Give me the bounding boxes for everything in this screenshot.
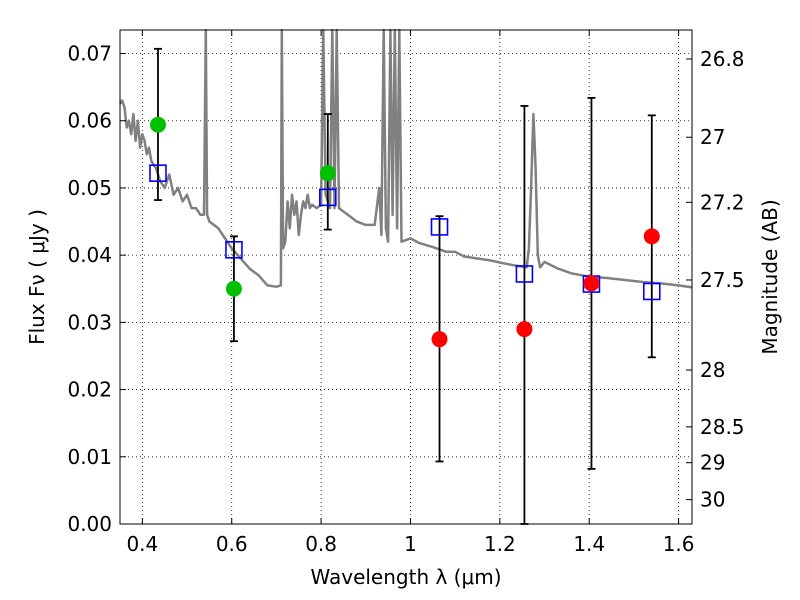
magnitude-tick-label: 28.5 [700, 415, 745, 439]
y-tick-label: 0.06 [67, 109, 112, 133]
x-tick-label: 0.4 [126, 532, 158, 556]
y-tick-label: 0.00 [67, 512, 112, 536]
data-point [149, 116, 166, 133]
model-square [430, 218, 449, 236]
y-tick-label: 0.04 [67, 243, 112, 267]
data-points [149, 116, 660, 348]
model-square [318, 188, 337, 207]
data-point [643, 228, 660, 245]
model-spectrum-line [118, 28, 693, 289]
tick-labels: 0.4 0.6 0.8 1 1.2 1.4 1.6 0.00 0.01 0.02 0.03 0.04 0… [67, 42, 744, 556]
magnitude-tick-label: 27.2 [700, 190, 745, 214]
model-square [515, 265, 534, 283]
model-square [149, 164, 167, 182]
magnitude-tick-label: 28 [700, 358, 725, 382]
magnitude-tick-label: 30 [700, 488, 725, 512]
data-point [516, 321, 533, 338]
x-tick-label: 0.8 [305, 532, 337, 556]
data-point [583, 275, 600, 292]
data-point [225, 280, 242, 297]
data-point [431, 331, 448, 348]
data-point [319, 165, 336, 182]
y-axis-label: Flux Fν ( μJy ) [25, 209, 49, 345]
y-tick-label: 0.05 [67, 176, 112, 200]
x-tick-label: 1.2 [484, 532, 516, 556]
model-square [642, 282, 661, 301]
magnitude-tick-label: 29 [700, 451, 725, 475]
magnitude-tick-label: 27.5 [700, 268, 745, 292]
magnitude-axis-label: Magnitude (AB) [758, 199, 782, 354]
x-tick-label: 1.4 [573, 532, 605, 556]
x-axis-label: Wavelength λ (μm) [310, 565, 501, 589]
plot-frame [119, 29, 693, 525]
x-tick-label: 1 [404, 532, 417, 556]
x-tick-label: 0.6 [216, 532, 248, 556]
y-tick-label: 0.07 [67, 42, 112, 66]
x-tick-label: 1.6 [663, 532, 695, 556]
y-tick-label: 0.01 [67, 445, 112, 469]
ticks [120, 30, 692, 525]
model-spectrum [118, 28, 693, 289]
y-tick-label: 0.02 [67, 378, 112, 402]
y-tick-label: 0.03 [67, 310, 112, 334]
model-square [225, 240, 243, 259]
magnitude-tick-label: 27 [700, 125, 725, 149]
magnitude-tick-label: 26.8 [700, 47, 745, 71]
model-squares [149, 164, 661, 301]
